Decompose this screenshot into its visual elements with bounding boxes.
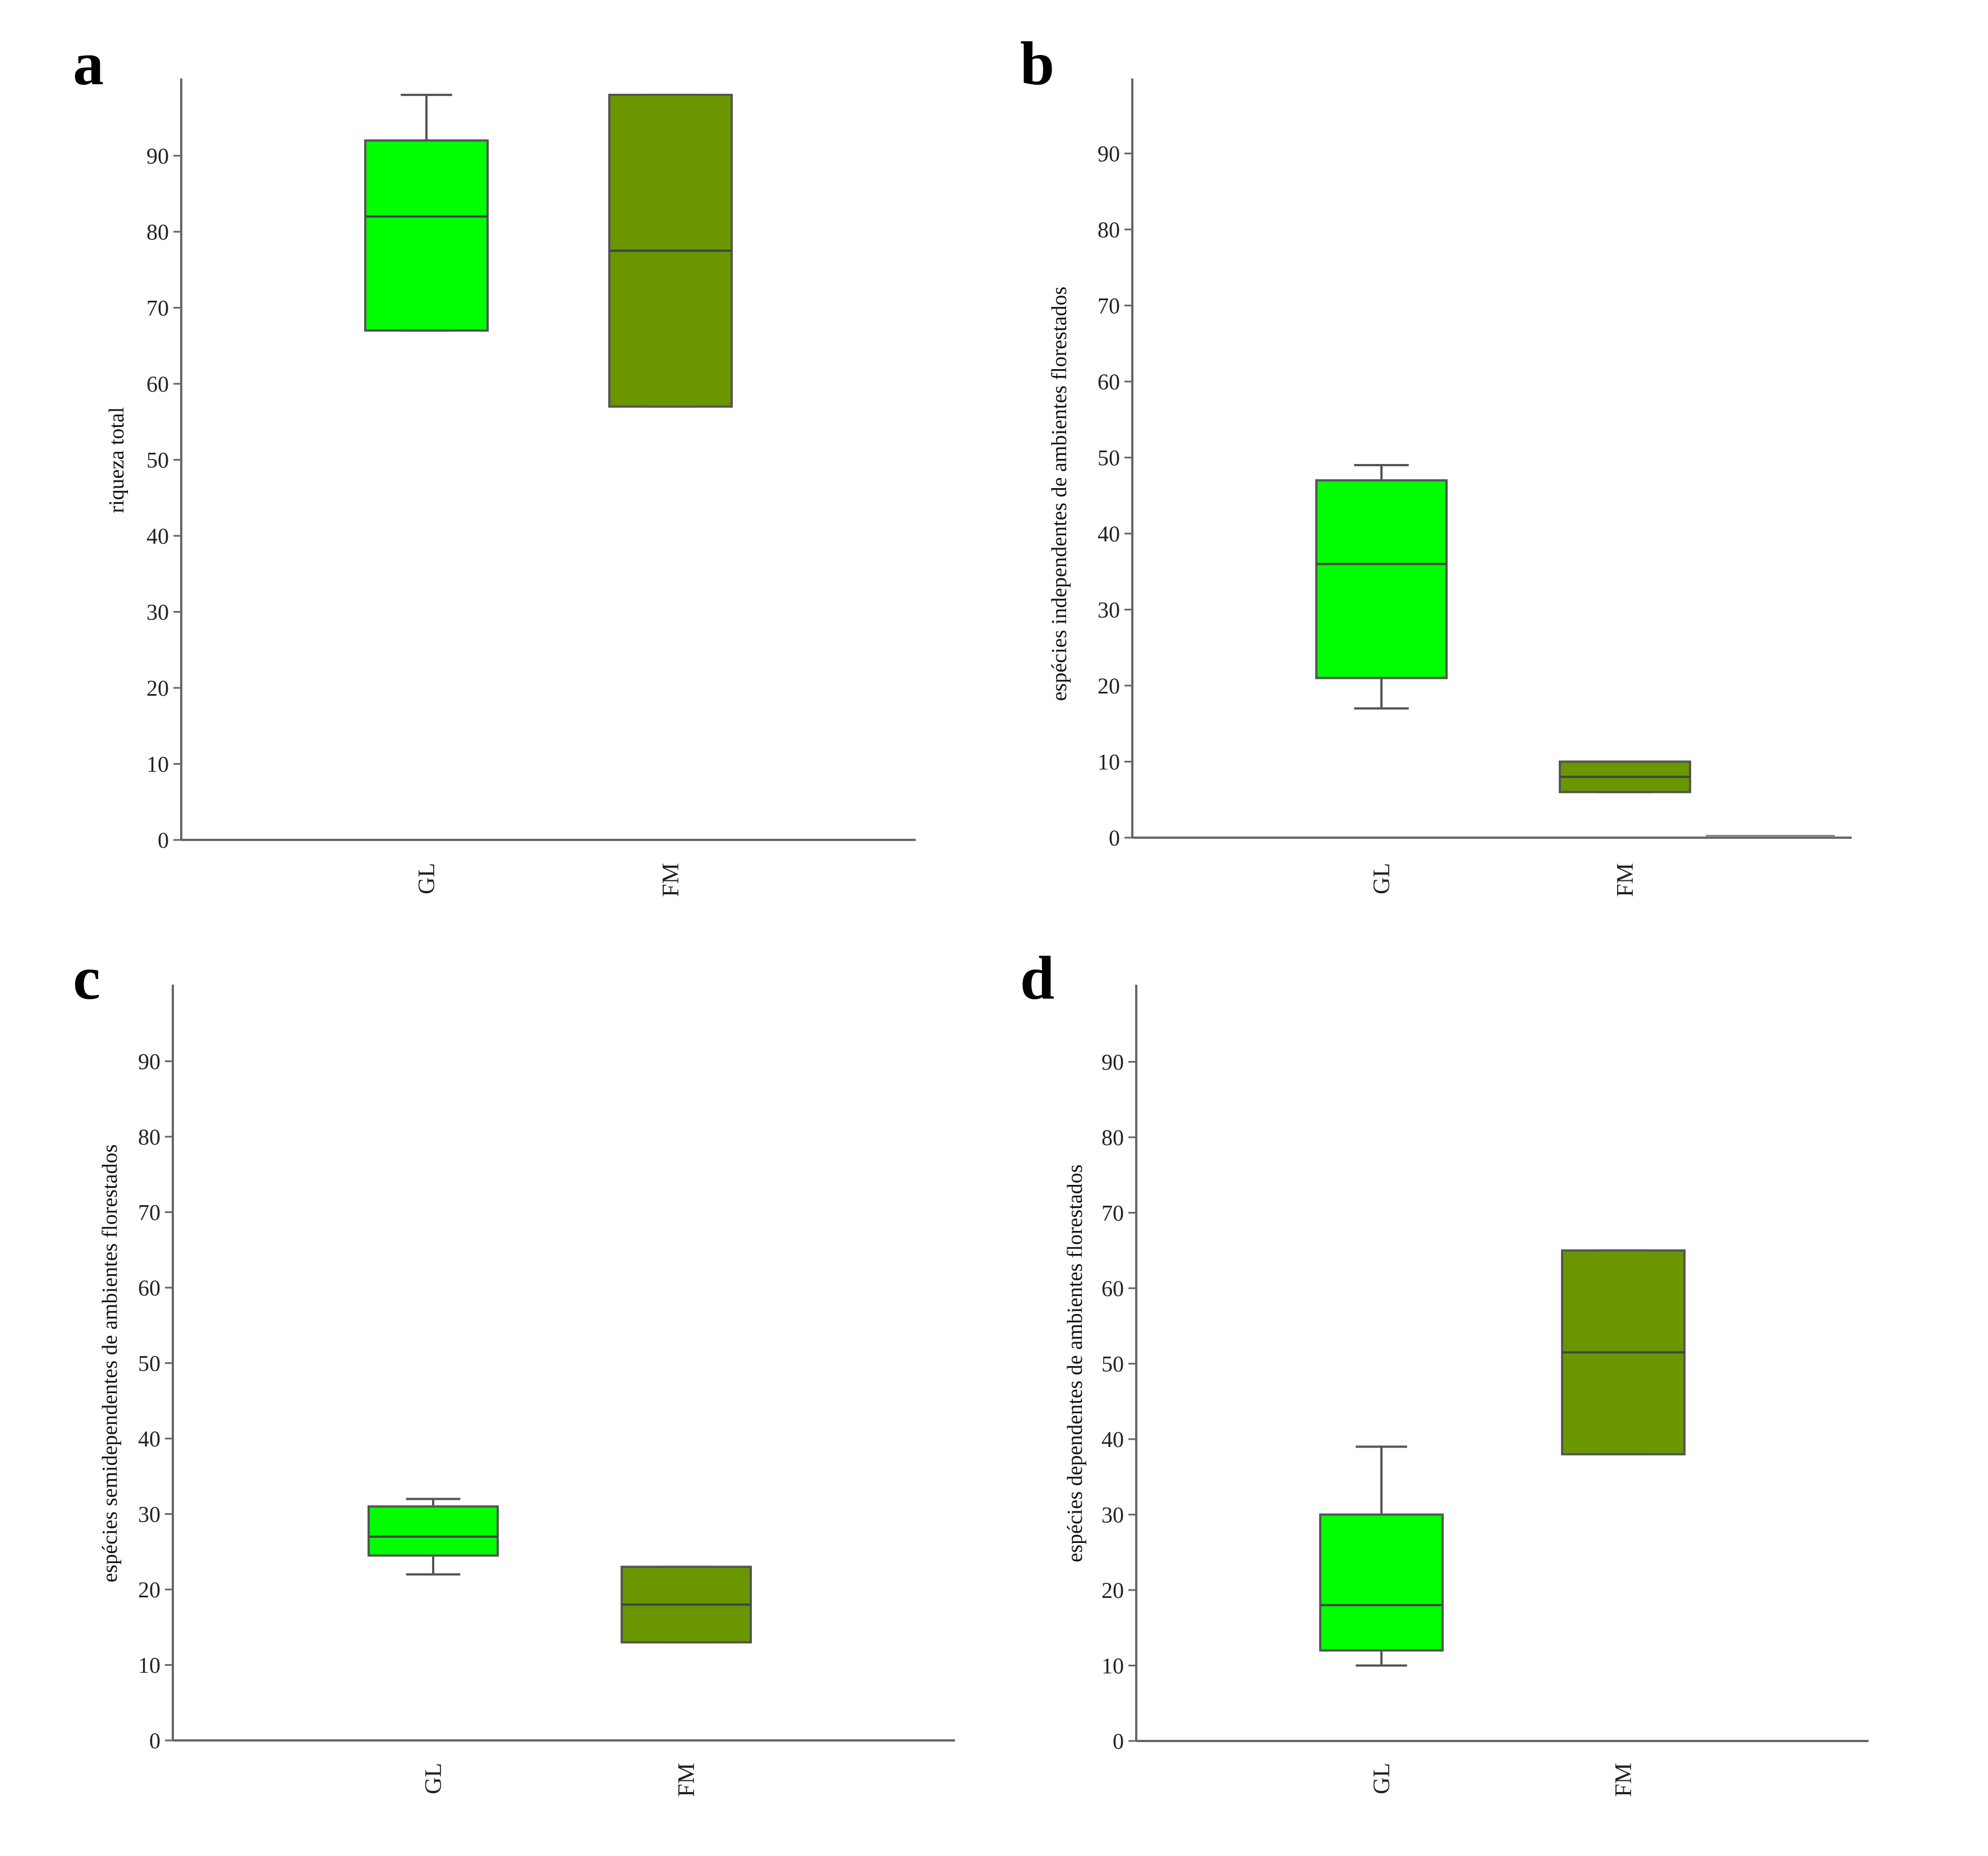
y-tick-label: 0 [1109, 825, 1120, 851]
y-tick-label: 0 [149, 1728, 160, 1753]
y-tick-label: 10 [138, 1653, 160, 1678]
y-tick-label: 60 [1101, 1276, 1124, 1301]
y-tick-label: 70 [1098, 293, 1120, 319]
y-tick-label: 30 [146, 600, 169, 625]
x-category-label: GL [414, 863, 440, 894]
panel-d: d espécies dependentes de ambientes flore… [1020, 944, 1868, 1797]
y-tick-label: 80 [146, 219, 169, 245]
panel-c: c espécies semidependentes de ambientes f… [73, 944, 955, 1797]
box-gl [364, 139, 489, 332]
panel-a: a riqueza total 0 10 20 30 40 50 60 70 80 90 GL FM [73, 29, 916, 897]
y-axis-title: espécies semidependentes de ambientes fl… [98, 1145, 122, 1583]
y-tick-label: 50 [1101, 1352, 1124, 1377]
y-tick-label: 30 [138, 1502, 160, 1527]
panel-letter: b [1020, 29, 1054, 98]
y-tick-label: 10 [146, 752, 169, 777]
y-tick-label: 10 [1101, 1653, 1124, 1679]
y-axis-title: riqueza total [105, 407, 128, 513]
y-tick-label: 40 [138, 1426, 160, 1451]
x-category-label: FM [658, 863, 684, 897]
y-tick-label: 20 [138, 1577, 160, 1602]
x-category-label: GL [1369, 863, 1395, 894]
y-tick-label: 60 [1098, 369, 1120, 394]
y-axis-title: espécies independentes de ambientes flor… [1048, 287, 1071, 701]
panel-b: b espécies independentes de ambientes flo… [1020, 29, 1852, 897]
y-tick-label: 90 [1101, 1050, 1124, 1075]
y-tick-label: 20 [1101, 1578, 1124, 1603]
y-tick-label: 50 [1098, 445, 1120, 471]
y-tick-label: 40 [1101, 1427, 1124, 1452]
y-tick-label: 40 [1098, 521, 1120, 546]
y-tick-label: 90 [1098, 141, 1120, 167]
panel-letter: a [73, 29, 104, 98]
y-tick-label: 70 [1101, 1201, 1124, 1226]
x-category-label: GL [421, 1763, 447, 1794]
y-tick-label: 90 [138, 1049, 160, 1074]
y-tick-label: 20 [1098, 673, 1120, 699]
y-axis-title: espécies dependentes de ambientes flores… [1063, 1164, 1087, 1562]
panel-letter: c [73, 944, 100, 1012]
x-category-label: FM [1611, 1763, 1637, 1797]
y-tick-label: 70 [138, 1200, 160, 1225]
x-category-label: FM [1613, 863, 1638, 897]
y-tick-label: 80 [138, 1124, 160, 1150]
box-gl [1315, 479, 1448, 679]
y-tick-label: 0 [1113, 1729, 1124, 1754]
y-tick-label: 60 [138, 1275, 160, 1301]
y-tick-label: 10 [1098, 750, 1120, 775]
y-tick-label: 50 [146, 448, 169, 473]
y-tick-label: 30 [1098, 598, 1120, 623]
box-gl [1319, 1513, 1444, 1652]
y-tick-label: 80 [1101, 1125, 1124, 1150]
y-tick-label: 30 [1101, 1503, 1124, 1528]
y-tick-label: 40 [146, 523, 169, 549]
y-tick-label: 80 [1098, 217, 1120, 242]
y-tick-label: 60 [146, 371, 169, 397]
panel-letter: d [1020, 944, 1054, 1012]
box-gl [368, 1505, 499, 1557]
y-tick-label: 20 [146, 676, 169, 701]
x-category-label: GL [1369, 1763, 1395, 1794]
y-tick-label: 50 [138, 1351, 160, 1376]
x-category-label: FM [674, 1763, 700, 1797]
y-tick-label: 90 [146, 144, 169, 169]
y-tick-label: 70 [146, 296, 169, 321]
y-tick-label: 0 [158, 828, 169, 853]
